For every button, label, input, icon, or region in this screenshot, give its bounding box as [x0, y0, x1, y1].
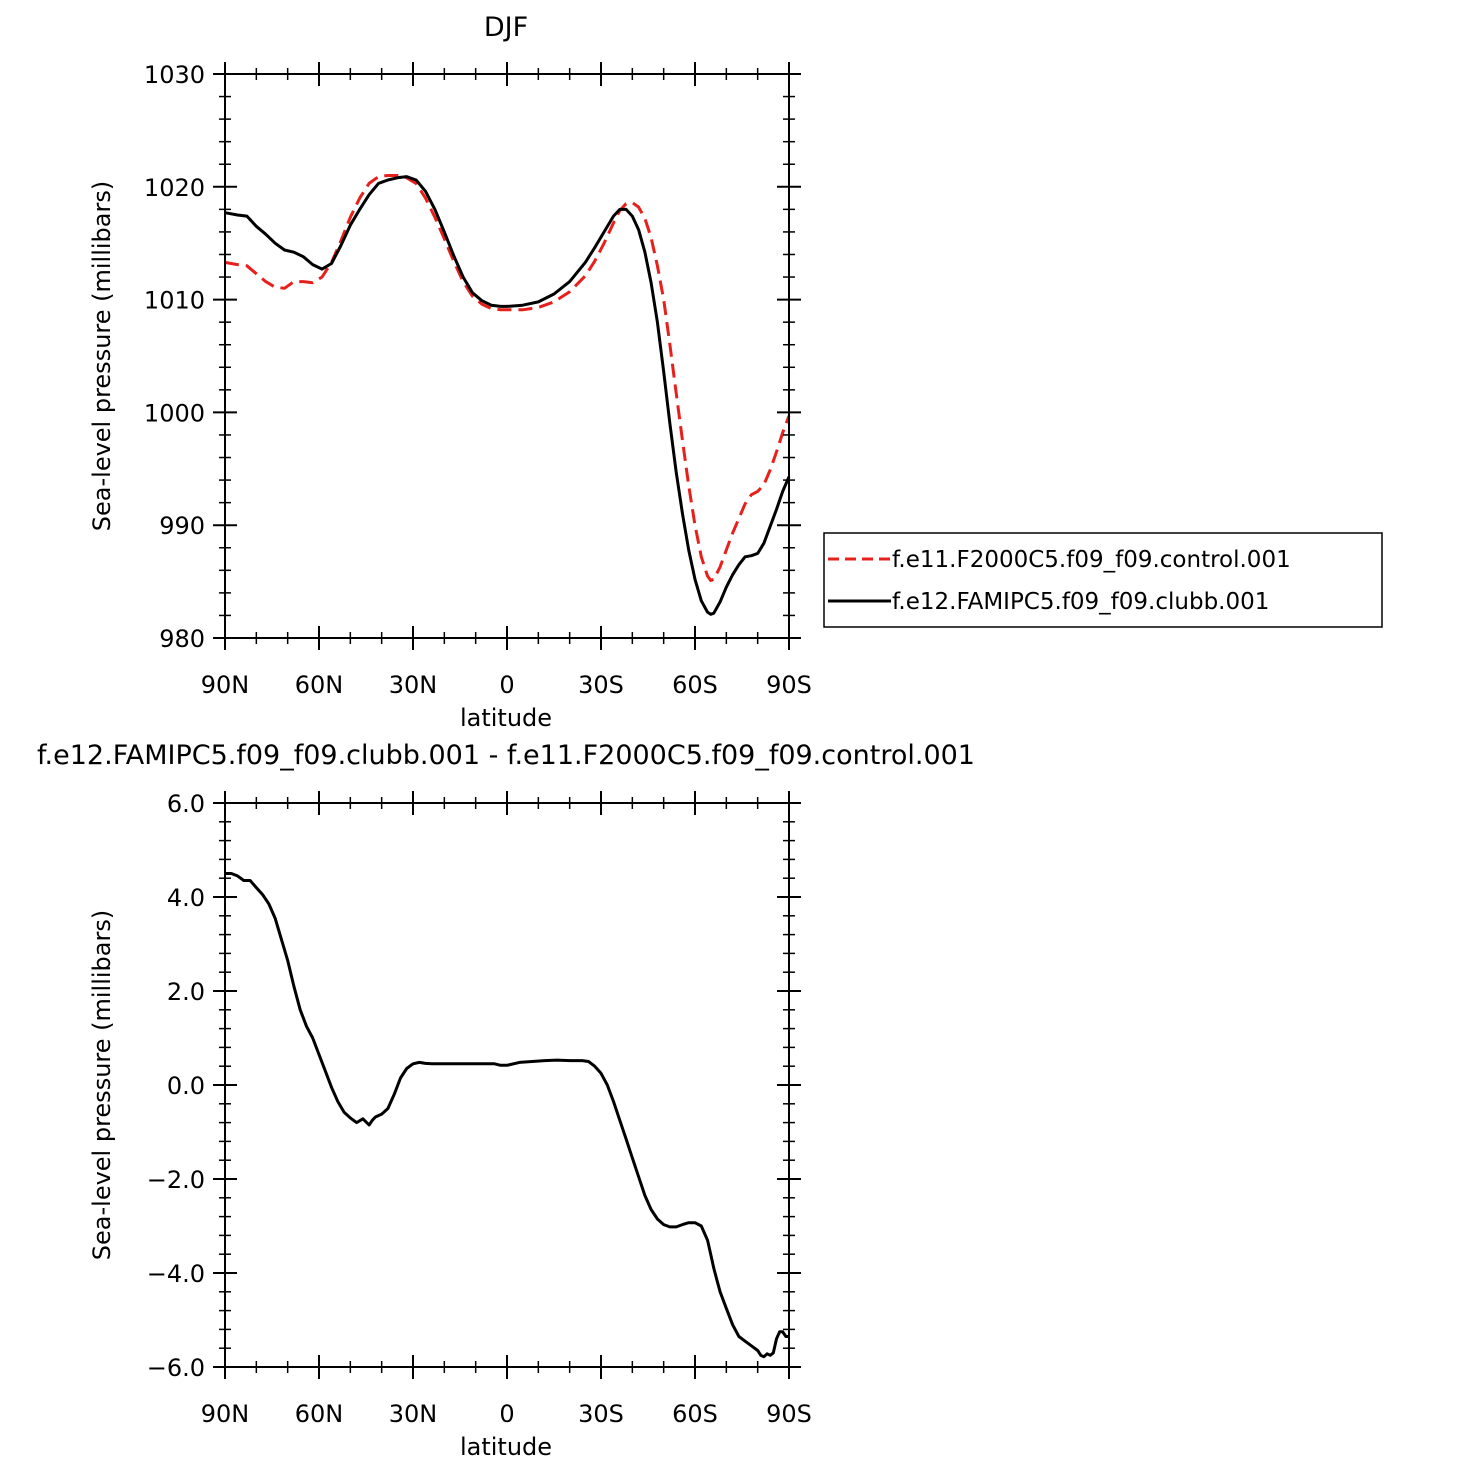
x-tick-label: 90N: [201, 671, 250, 699]
chart-bottom-y-axis-label: Sea-level pressure (millibars): [88, 910, 116, 1260]
chart-bottom-title: f.e12.FAMIPC5.f09_f09.clubb.001 - f.e11.…: [37, 740, 975, 771]
y-tick-label: 1010: [144, 287, 205, 315]
chart-bottom-x-axis-label: latitude: [460, 1433, 552, 1461]
chart-top-x-axis-label: latitude: [460, 704, 552, 732]
legend-label-control: f.e11.F2000C5.f09_f09.control.001: [892, 547, 1291, 573]
x-tick-label: 90S: [766, 671, 812, 699]
y-tick-label: 4.0: [167, 884, 205, 912]
y-tick-label: 0.0: [167, 1072, 205, 1100]
chart-top-y-axis-label: Sea-level pressure (millibars): [88, 181, 116, 531]
chart-top-x-tick-labels: 90N 60N 30N 0 30S 60S 90S: [201, 671, 812, 699]
y-tick-label: 1030: [144, 61, 205, 89]
legend-label-clubb: f.e12.FAMIPC5.f09_f09.clubb.001: [892, 589, 1269, 615]
x-tick-label: 60N: [295, 1400, 344, 1428]
x-tick-label: 30S: [578, 1400, 624, 1428]
legend-frame: [823, 532, 1383, 628]
x-tick-label: 60N: [295, 671, 344, 699]
chart-bottom-ticks: [213, 791, 801, 1379]
x-tick-label: 60S: [672, 671, 718, 699]
y-tick-label: −6.0: [147, 1354, 205, 1382]
x-tick-label: 90N: [201, 1400, 250, 1428]
chart-bottom-series: [225, 872, 789, 1359]
y-tick-label: 980: [159, 625, 205, 653]
y-tick-label: 1000: [144, 399, 205, 427]
x-tick-label: 60S: [672, 1400, 718, 1428]
series-line-2: [224, 175, 791, 616]
chart-top: DJF 90N 60N 30N 0 30S 60S 90S 980 990 1000 1010 10…: [88, 12, 1383, 732]
chart-bottom-y-tick-labels: −6.0 −4.0 −2.0 0.0 2.0 4.0 6.0: [147, 790, 205, 1382]
chart-top-ticks: [213, 62, 801, 650]
x-tick-label: 0: [499, 1400, 514, 1428]
x-tick-label: 30N: [389, 671, 438, 699]
series-line-1: [225, 872, 789, 1359]
chart-top-y-tick-labels: 980 990 1000 1010 1020 1030: [144, 61, 205, 653]
y-tick-label: −2.0: [147, 1166, 205, 1194]
y-tick-label: 1020: [144, 174, 205, 202]
x-tick-label: 90S: [766, 1400, 812, 1428]
chart-top-legend: f.e11.F2000C5.f09_f09.control.001 f.e12.…: [823, 532, 1383, 628]
y-tick-label: 2.0: [167, 978, 205, 1006]
chart-bottom-x-tick-labels: 90N 60N 30N 0 30S 60S 90S: [201, 1400, 812, 1428]
y-tick-label: 6.0: [167, 790, 205, 818]
y-tick-label: −4.0: [147, 1260, 205, 1288]
chart-top-series: [224, 174, 791, 616]
x-tick-label: 0: [499, 671, 514, 699]
chart-bottom: f.e12.FAMIPC5.f09_f09.clubb.001 - f.e11.…: [37, 740, 975, 1461]
x-tick-label: 30N: [389, 1400, 438, 1428]
x-tick-label: 30S: [578, 671, 624, 699]
chart-top-title: DJF: [484, 12, 528, 43]
y-tick-label: 990: [159, 512, 205, 540]
